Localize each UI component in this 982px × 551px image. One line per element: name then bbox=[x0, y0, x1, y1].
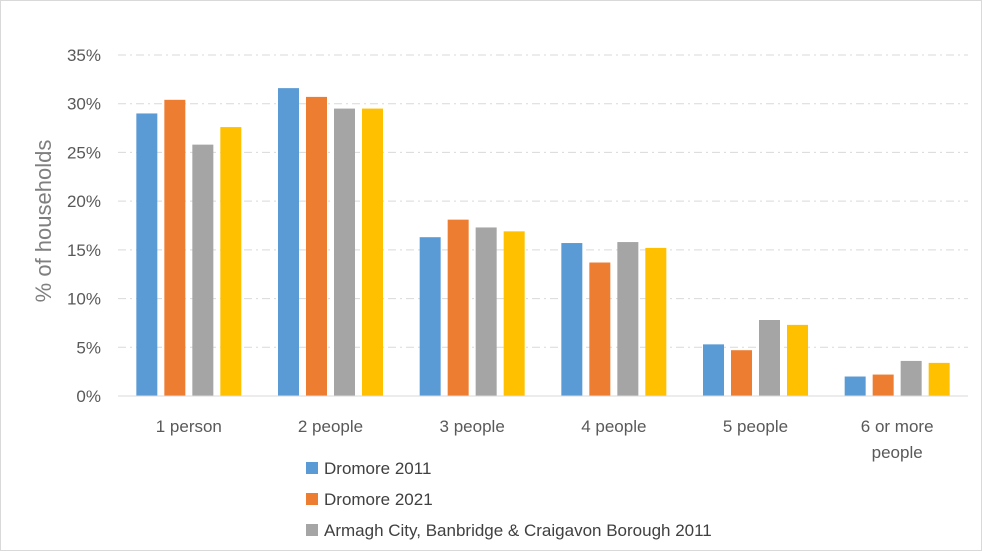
legend-label: Dromore 2021 bbox=[324, 490, 433, 509]
y-tick-label: 10% bbox=[67, 290, 101, 309]
bar bbox=[589, 262, 611, 396]
bar bbox=[872, 374, 894, 396]
bar bbox=[192, 144, 214, 396]
bar bbox=[731, 350, 752, 396]
x-tick-label: 1 person bbox=[156, 417, 222, 436]
x-tick-label: 2 people bbox=[298, 417, 363, 436]
bar bbox=[334, 108, 355, 396]
y-tick-label: 25% bbox=[67, 143, 101, 162]
bar bbox=[844, 376, 866, 396]
bar bbox=[136, 113, 158, 396]
y-tick-label: 0% bbox=[76, 387, 101, 406]
gridlines bbox=[118, 54, 968, 348]
y-tick-label: 15% bbox=[67, 241, 101, 260]
x-tick-label: 6 or more people bbox=[861, 417, 934, 462]
y-axis-title: % of households bbox=[31, 140, 56, 303]
bar bbox=[787, 324, 808, 396]
y-tick-label: 35% bbox=[67, 46, 101, 65]
legend-item: Armagh City, Banbridge & Craigavon Borou… bbox=[306, 521, 712, 540]
y-tick-label: 30% bbox=[67, 95, 101, 114]
y-tick-label: 5% bbox=[76, 338, 101, 357]
bar bbox=[447, 219, 469, 396]
bars bbox=[136, 88, 950, 397]
legend-swatch bbox=[306, 493, 318, 505]
x-axis-tick-labels: 1 person 2 people 3 people 4 people 5 people… bbox=[156, 417, 934, 462]
bar bbox=[928, 362, 950, 396]
x-tick-label: 3 people bbox=[440, 417, 505, 436]
bar bbox=[561, 243, 583, 396]
legend-label: Armagh City, Banbridge & Craigavon Borou… bbox=[324, 521, 712, 540]
x-tick-label: 4 people bbox=[581, 417, 646, 436]
legend: Dromore 2011 Dromore 2021 Armagh City, Ban… bbox=[306, 459, 712, 540]
bar bbox=[503, 231, 525, 396]
legend-item: Dromore 2021 bbox=[306, 490, 433, 509]
bar bbox=[220, 127, 242, 397]
legend-label: Dromore 2011 bbox=[324, 459, 431, 478]
y-axis-tick-labels: 0% 5% 10% 15% 20% 25% 30% 35% bbox=[67, 46, 101, 406]
bar bbox=[278, 88, 299, 396]
bar bbox=[362, 108, 383, 396]
legend-swatch bbox=[306, 462, 318, 474]
bar bbox=[900, 360, 922, 396]
bar bbox=[419, 237, 441, 396]
x-tick-label: 5 people bbox=[723, 417, 788, 436]
bar bbox=[475, 227, 497, 396]
bar bbox=[645, 247, 667, 396]
bar bbox=[759, 320, 780, 396]
legend-swatch bbox=[306, 524, 318, 536]
bar bbox=[164, 99, 186, 397]
bar bbox=[617, 242, 639, 396]
bar bbox=[703, 344, 724, 396]
legend-item: Dromore 2011 bbox=[306, 459, 431, 478]
bar bbox=[306, 96, 327, 396]
y-tick-label: 20% bbox=[67, 192, 101, 211]
